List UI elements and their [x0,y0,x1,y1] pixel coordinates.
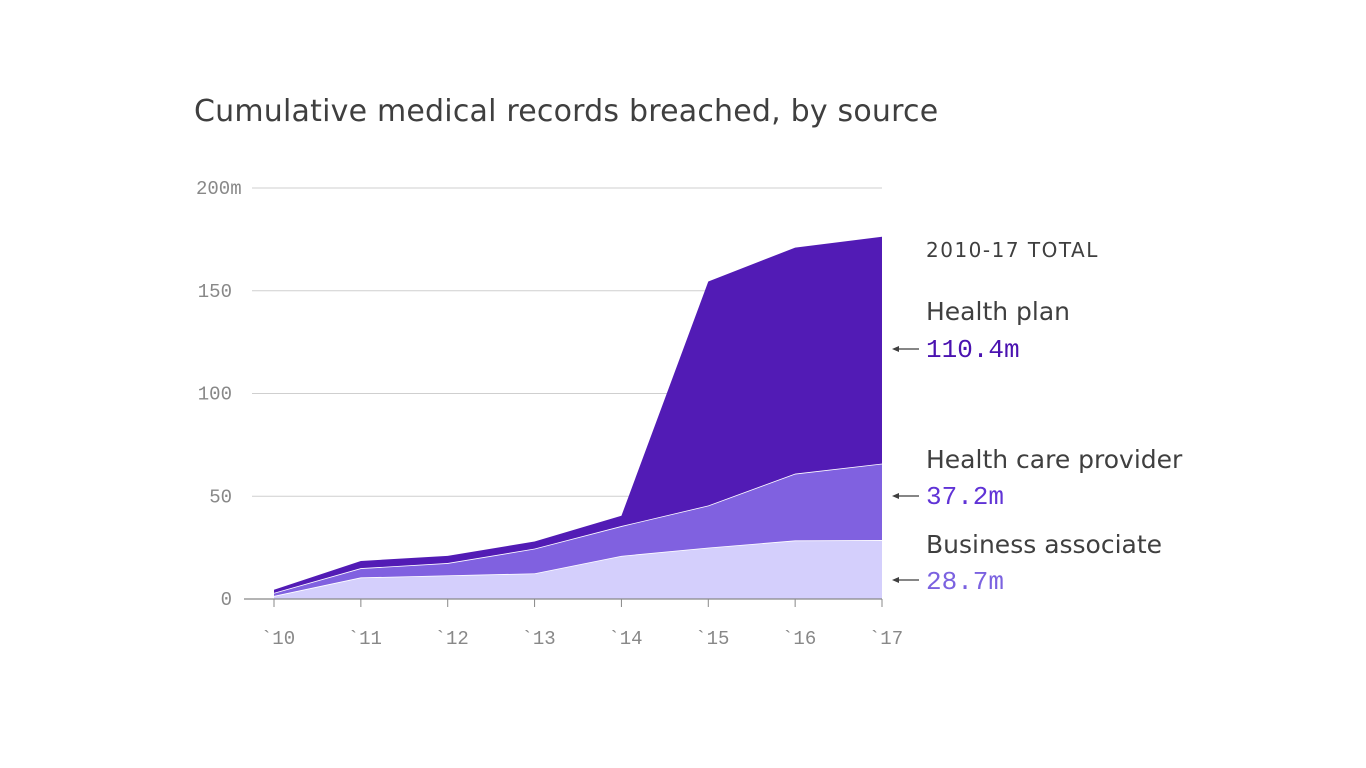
y-tick-label-150: 150 [198,281,232,303]
y-tick-label-200: 200m [196,178,242,200]
x-tick-label-6: `16 [782,628,816,650]
y-tick-label-50: 50 [209,486,232,508]
x-tick-label-3: `13 [521,628,555,650]
y-tick-label-100: 100 [198,384,232,406]
area-health-plan [274,236,882,593]
x-tick-label-2: `12 [435,628,469,650]
legend-health-care-provider-name: Health care provider [926,445,1183,474]
x-tick-label-4: `14 [608,628,642,650]
y-tick-label-0: 0 [221,589,232,611]
area-business-associate [274,540,882,599]
legend-health-care-provider-total: 37.2m [926,482,1005,512]
health-care-provider-arrow-icon [892,493,919,499]
y-axis-tick-labels: 0 50 100 150 200m [196,178,242,611]
legend-health-plan-total: 110.4m [926,335,1020,365]
legend-business-associate-name: Business associate [926,530,1163,559]
x-axis-tick-labels: `10 `11 `12 `13 `14 `15 `16 `17 [261,628,903,650]
totals-heading: 2010-17 TOTAL [926,238,1099,262]
x-tick-label-7: `17 [869,628,903,650]
legend-business-associate-total: 28.7m [926,567,1005,597]
stacked-areas [273,236,883,599]
x-tick-label-0: `10 [261,628,295,650]
x-axis [244,598,883,607]
health-plan-arrow-icon [892,346,919,352]
chart-title: Cumulative medical records breached, by … [194,94,939,129]
x-tick-label-5: `15 [695,628,729,650]
legend-health-plan-name: Health plan [926,297,1071,326]
area-health-care-provider [274,463,882,596]
x-tick-label-1: `11 [348,628,382,650]
business-associate-arrow-icon [892,577,919,583]
